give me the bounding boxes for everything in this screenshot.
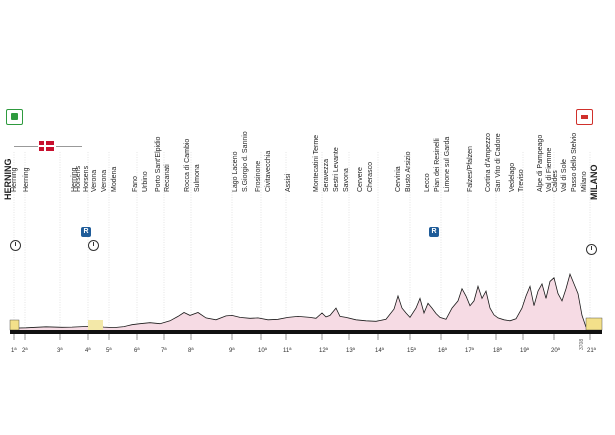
stage-city-label: Savona (343, 168, 350, 192)
stage-number: 13ª (346, 348, 355, 354)
finish-flag-icon (576, 109, 593, 125)
stage-city-label: Busto Arsizio (405, 151, 412, 192)
stage-city-label: Frosinone (255, 160, 262, 192)
time-trial-clock-icon (586, 244, 597, 255)
stage-number: 4ª (85, 348, 91, 354)
stage-number: 10ª (258, 348, 267, 354)
stage-city-label: Treviso (518, 169, 525, 192)
stage-city-label: Porto Sant'Elpidio (155, 136, 162, 192)
stage-number: 20ª (551, 348, 560, 354)
stage-city-label: Cervere (357, 167, 364, 192)
stage-number: 12ª (319, 348, 328, 354)
stage-number: 2ª (22, 348, 28, 354)
stage-city-label: Fano (132, 176, 139, 192)
stage-city-label: Herning (23, 167, 30, 192)
stage-city-label: Falzes/Pfalzen (467, 146, 474, 192)
stage-number: 17ª (465, 348, 474, 354)
stage-number: 6ª (134, 348, 140, 354)
stage-city-label: Recanati (164, 164, 171, 192)
stage-city-label: Passo dello Stelvio (571, 132, 578, 192)
stage-city-label: Sestri Levante (333, 147, 340, 192)
profile-line (10, 272, 587, 329)
stage-city-label: Horsens (75, 165, 82, 192)
stage-city-label: Rocca di Cambio (184, 138, 191, 192)
stage-city-label: Urbino (142, 171, 149, 192)
rest-day-icon: R (81, 227, 91, 237)
stage-city-label: Pian dei Resinelli (434, 138, 441, 192)
stage-city-label: Caldes (552, 170, 559, 192)
start-box-marker (9, 319, 20, 331)
stage-number: 9ª (229, 348, 235, 354)
stage-city-label: Cortina d'Ampezzo (485, 133, 492, 192)
rest-day-icon: R (429, 227, 439, 237)
finish-city-label: MILANO (589, 164, 599, 201)
stage-number: 3ª (57, 348, 63, 354)
stage-number: 14ª (375, 348, 384, 354)
stage-number: 1ª (11, 348, 17, 354)
stage-city-label: Limone sul Garda (444, 136, 451, 192)
stage-city-label: Lago Laceno (232, 151, 239, 192)
stage-number: 16ª (438, 348, 447, 354)
stage-city-label: S.Giorgio d. Sannio (242, 131, 249, 192)
stage-city-label: Sulmona (194, 164, 201, 192)
stage-city-label: Cherasco (367, 162, 374, 192)
denmark-flag-icon (39, 141, 54, 151)
stage-number: 18ª (493, 348, 502, 354)
stage-city-label: Horsens (83, 165, 90, 192)
sprint-box-marker (88, 320, 103, 330)
stage-city-label: Verona (101, 169, 108, 192)
stage-city-label: Alpe di Pampeago (537, 134, 544, 192)
stage-number: 8ª (188, 348, 194, 354)
stage-city-label: Herning (11, 167, 18, 192)
stage-city-label: Verona (91, 169, 98, 192)
start-jersey-icon (6, 109, 23, 125)
stage-city-label: San Vito di Cadore (495, 133, 502, 192)
stage-city-label: Modena (111, 166, 118, 192)
dash-left (14, 146, 38, 147)
stage-city-label: Civitavecchia (265, 150, 272, 192)
baseline-bar (10, 330, 602, 334)
stage-city-label: Lecco (424, 173, 431, 192)
stage-city-label: Assisi (285, 173, 292, 192)
stage-number: 19ª (520, 348, 529, 354)
stage-number: 21ª (587, 348, 596, 354)
stage-city-label: Cervinia (395, 166, 402, 192)
stage-city-label: Seravezza (323, 158, 330, 192)
finish-box-marker (585, 317, 603, 331)
stage-number: 7ª (161, 348, 167, 354)
stage-city-label: Milano (581, 171, 588, 192)
stage-number: 15ª (407, 348, 416, 354)
dash-right (56, 146, 82, 147)
profile-area (10, 274, 586, 330)
stage-number: 11ª (283, 348, 292, 354)
stage-city-label: Vedelago (509, 162, 516, 192)
time-trial-clock-icon (10, 240, 21, 251)
stage-number: 5ª (106, 348, 112, 354)
stage-city-label: Val di Sole (561, 159, 568, 192)
stage-city-label: Montecatini Terme (313, 134, 320, 192)
logo-text: 3708 (579, 338, 585, 350)
time-trial-clock-icon (88, 240, 99, 251)
